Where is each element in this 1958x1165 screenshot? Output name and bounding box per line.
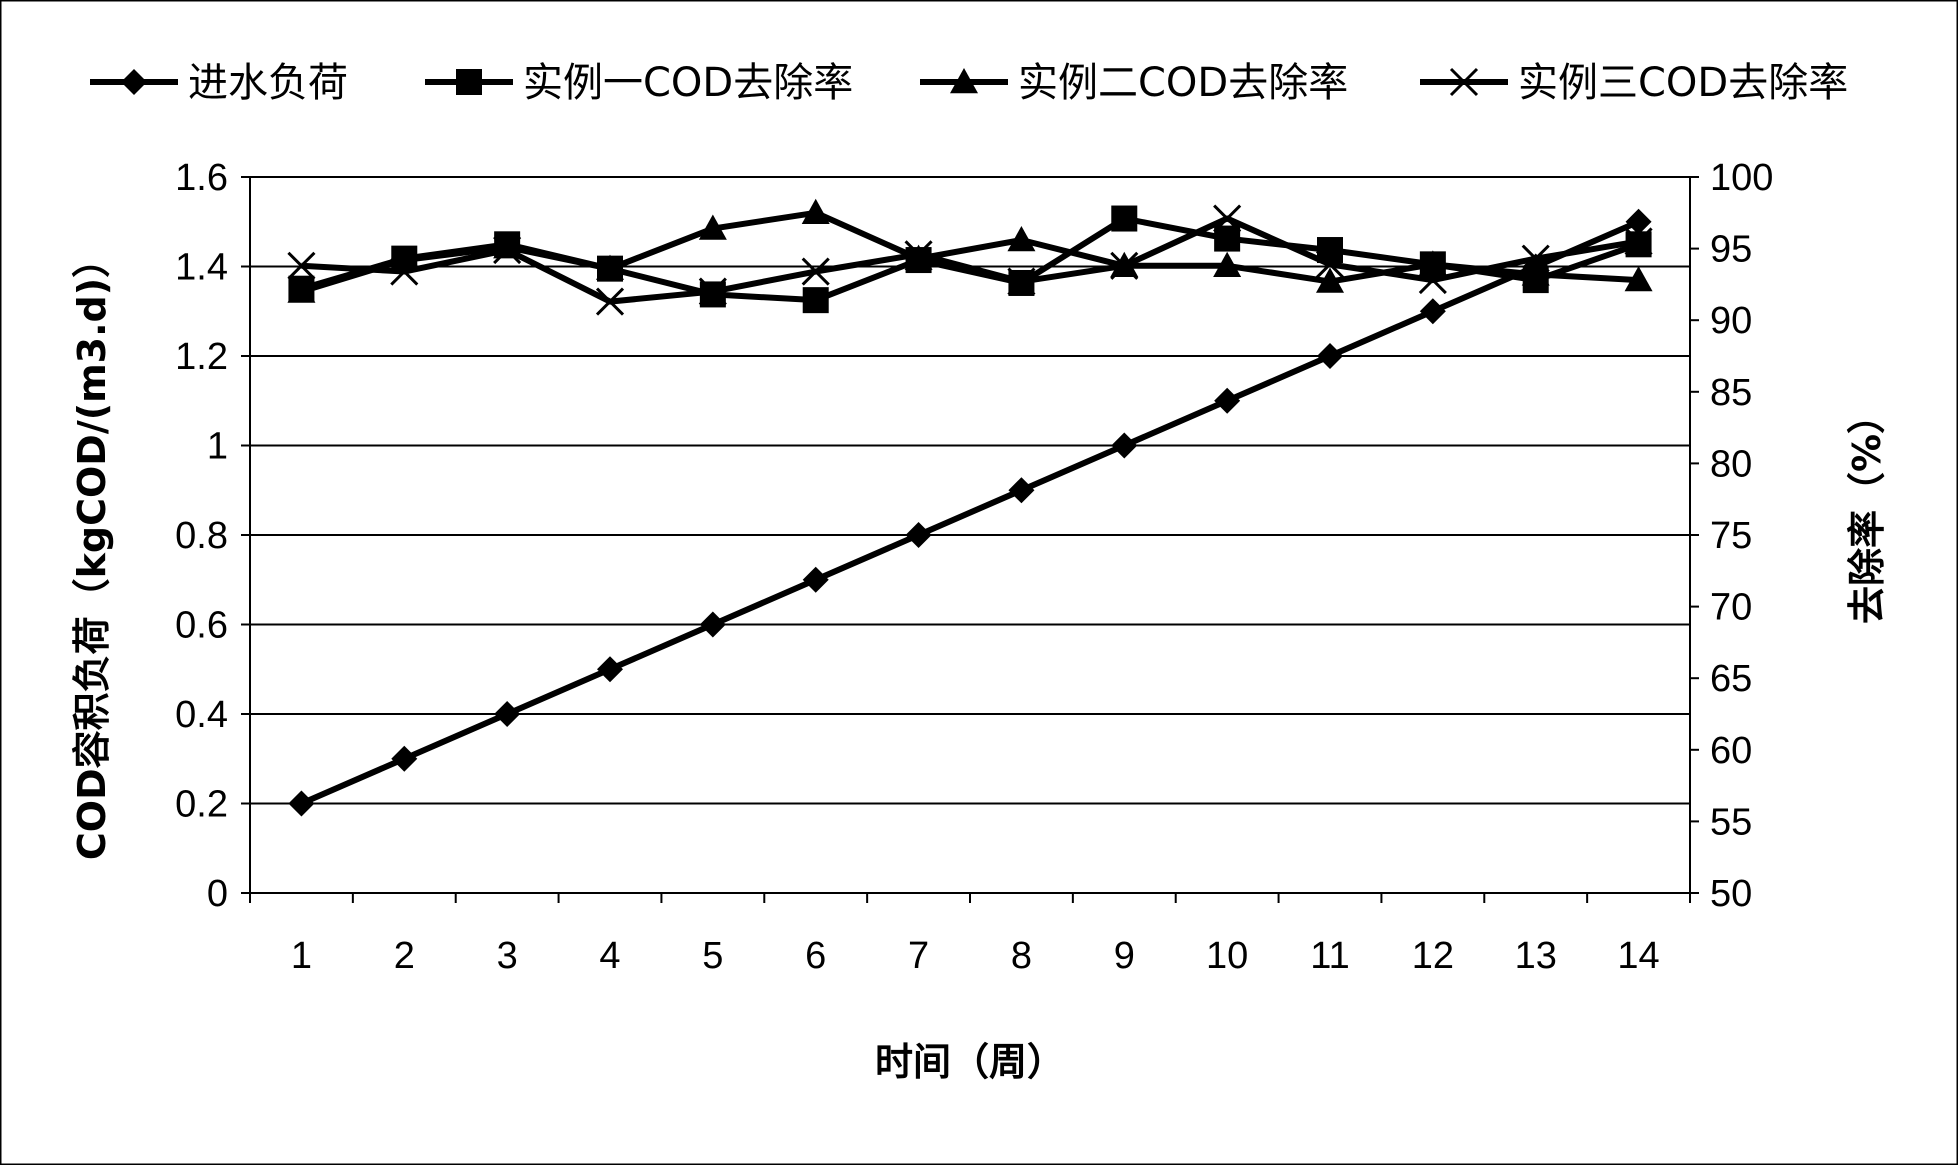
x-tick-label: 6 (805, 935, 826, 977)
data-point (1213, 251, 1242, 277)
x-tick-label: 1 (291, 935, 312, 977)
data-point (802, 287, 829, 314)
x-tick-label: 13 (1515, 935, 1557, 977)
data-point (597, 656, 623, 683)
left-y-tick-label: 0.2 (175, 784, 228, 826)
right-y-tick-label: 80 (1710, 443, 1752, 485)
legend-label: 实例三COD去除率 (1518, 60, 1848, 106)
axes: 00.20.40.60.811.21.41.650556065707580859… (175, 157, 1773, 977)
legend-marker (121, 69, 147, 95)
data-point (801, 198, 830, 224)
left-y-tick-label: 1.2 (175, 336, 228, 378)
left-y-tick-label: 0.4 (175, 694, 228, 736)
right-y-tick-label: 55 (1710, 801, 1752, 843)
x-tick-label: 7 (908, 935, 929, 977)
data-point (1625, 208, 1652, 235)
data-point (1317, 343, 1343, 369)
series-line (301, 215, 1640, 305)
data-point (698, 214, 727, 240)
data-point (1111, 432, 1138, 459)
x-tick-label: 4 (599, 935, 620, 977)
data-point (1521, 260, 1550, 286)
left-y-tick-label: 1 (207, 426, 228, 468)
data-point (1007, 226, 1036, 252)
right-y-tick-label: 65 (1710, 658, 1752, 700)
x-tick-label: 8 (1011, 935, 1032, 977)
data-point (1418, 266, 1447, 295)
right-y-axis-title: 去除率（%） (1845, 396, 1889, 624)
legend-item-1: 进水负荷 (90, 60, 348, 106)
legend-marker (950, 68, 978, 94)
right-y-tick-label: 85 (1710, 372, 1752, 414)
legend-item-2: 实例一COD去除率 (425, 60, 853, 106)
series-4 (287, 204, 1653, 316)
x-tick-label: 2 (394, 935, 415, 977)
data-point (1213, 204, 1242, 233)
right-y-tick-label: 60 (1710, 730, 1752, 772)
data-point (1111, 205, 1138, 232)
data-point (801, 257, 830, 286)
data-point (1214, 225, 1241, 252)
data-point (595, 287, 625, 316)
left-y-tick-label: 0 (207, 873, 228, 915)
data-point (596, 254, 624, 280)
legend-label: 实例一COD去除率 (523, 60, 853, 106)
data-point (1418, 250, 1447, 276)
legend-marker (1449, 67, 1479, 97)
legend-item-3: 实例二COD去除率 (920, 60, 1348, 106)
left-y-tick-label: 0.8 (175, 515, 228, 557)
data-point (1624, 227, 1653, 256)
data-point (1007, 267, 1036, 296)
x-tick-label: 11 (1310, 935, 1349, 977)
series-line (300, 218, 1640, 807)
right-y-tick-label: 100 (1710, 157, 1773, 199)
data-point (1521, 244, 1550, 273)
data-point (1316, 267, 1344, 293)
series-line (300, 209, 1639, 295)
right-y-tick-label: 95 (1710, 229, 1752, 271)
x-tick-label: 14 (1617, 935, 1659, 977)
legend: 进水负荷 实例一COD去除率 实例二COD去除率 实例三COD去除率 (90, 60, 1848, 106)
data-point (1110, 251, 1139, 280)
right-y-tick-label: 90 (1710, 300, 1752, 342)
data-point (1214, 387, 1241, 414)
data-point (1624, 266, 1653, 292)
legend-marker (456, 69, 482, 95)
data-point (390, 257, 419, 286)
right-y-tick-label: 75 (1710, 515, 1752, 557)
legend-label: 进水负荷 (188, 60, 348, 106)
right-y-tick-label: 50 (1710, 873, 1752, 915)
data-point (904, 240, 933, 269)
data-point (1008, 477, 1035, 504)
series-group (287, 198, 1653, 817)
right-y-tick-label: 70 (1710, 587, 1752, 629)
data-point (699, 611, 726, 638)
data-point (493, 235, 522, 265)
data-point (494, 701, 521, 727)
left-y-axis-title: COD容积负荷（kgCOD/(m3.d)） (70, 240, 114, 860)
data-point (802, 566, 829, 593)
data-point (905, 522, 932, 548)
data-point (391, 745, 418, 772)
data-point (288, 790, 315, 817)
x-tick-label: 10 (1206, 935, 1248, 977)
legend-label: 实例二COD去除率 (1018, 60, 1348, 106)
left-y-tick-label: 1.4 (175, 247, 228, 289)
data-point (1315, 250, 1345, 279)
x-axis-title: 时间（周） (875, 1040, 1065, 1084)
x-tick-label: 9 (1114, 935, 1135, 977)
x-tick-label: 12 (1412, 935, 1454, 977)
data-point (1419, 298, 1446, 325)
left-y-tick-label: 0.6 (175, 605, 228, 647)
x-tick-label: 5 (702, 935, 723, 977)
legend-item-4: 实例三COD去除率 (1420, 60, 1848, 106)
data-point (287, 251, 316, 280)
data-point (287, 277, 316, 303)
left-y-tick-label: 1.6 (175, 157, 228, 199)
data-point (698, 277, 727, 306)
x-tick-label: 3 (497, 935, 518, 977)
